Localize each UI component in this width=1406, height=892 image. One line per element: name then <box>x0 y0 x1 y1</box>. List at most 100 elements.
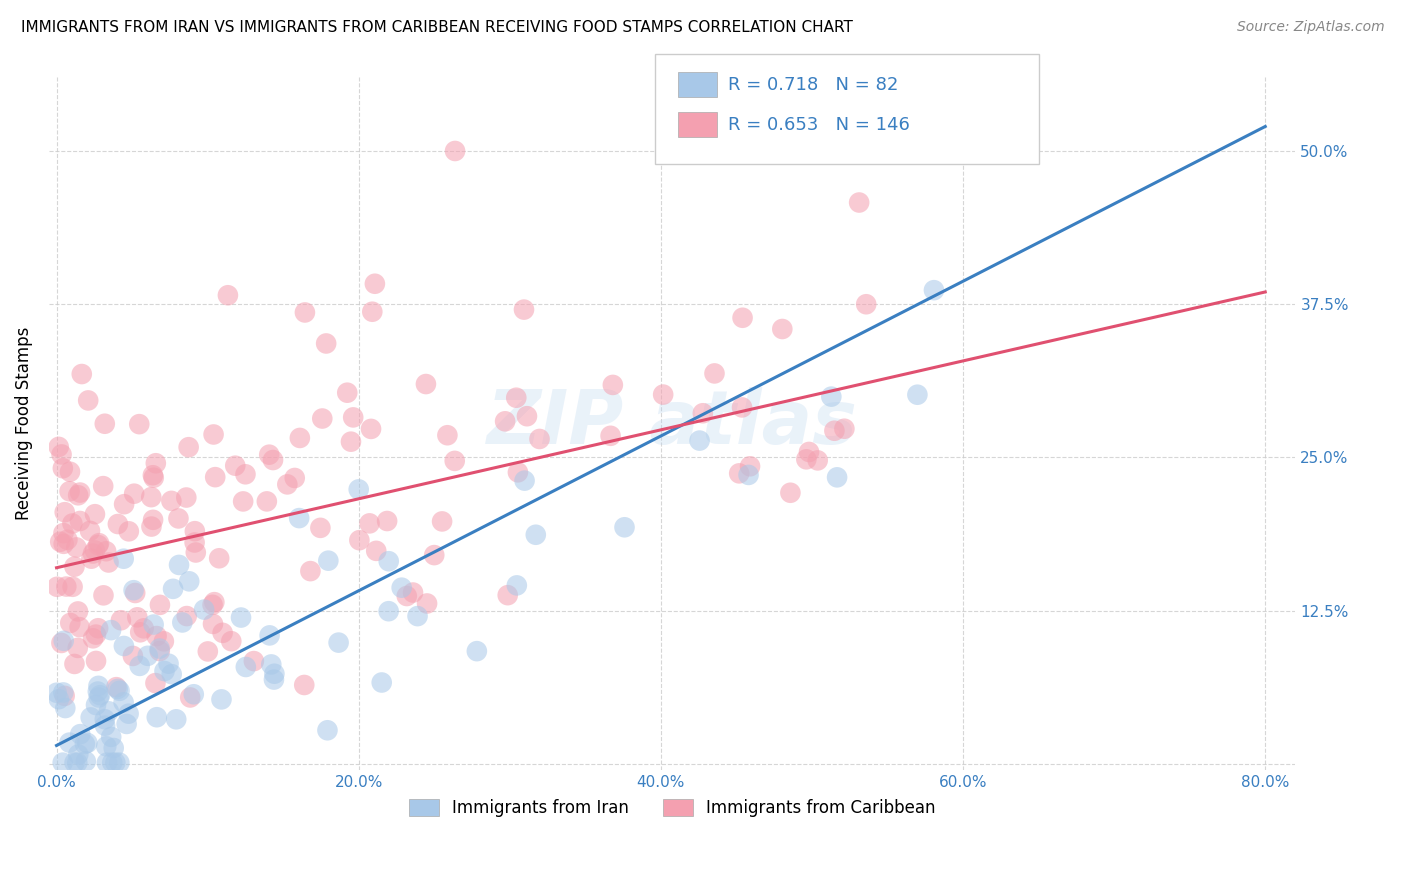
Point <box>94 417 117 431</box>
Point <box>208 551 231 566</box>
Point <box>97 705 120 719</box>
Point <box>69 727 91 741</box>
Point <box>145 629 167 643</box>
Point <box>105 680 128 694</box>
Point <box>101 756 124 770</box>
Point <box>87 621 110 635</box>
Point <box>66 756 89 770</box>
Point <box>342 410 364 425</box>
Point <box>62 516 84 531</box>
Point <box>107 681 129 696</box>
Point <box>145 456 167 470</box>
Point <box>91 479 114 493</box>
Point <box>823 424 845 438</box>
Point <box>259 628 281 642</box>
Point <box>149 641 172 656</box>
Point <box>202 427 225 442</box>
Point <box>176 609 198 624</box>
Point <box>129 625 152 640</box>
Point <box>513 302 536 317</box>
Point <box>183 687 205 701</box>
Point <box>87 536 110 550</box>
Point <box>315 336 337 351</box>
Point <box>53 701 76 715</box>
Point <box>360 422 382 436</box>
Point <box>172 615 194 630</box>
Point <box>443 454 465 468</box>
Point <box>211 625 233 640</box>
Point <box>796 452 818 467</box>
Point <box>395 589 418 603</box>
Point <box>157 657 180 671</box>
Point <box>52 526 75 541</box>
Point <box>599 429 621 443</box>
Legend: Immigrants from Iran, Immigrants from Caribbean: Immigrants from Iran, Immigrants from Ca… <box>402 792 942 824</box>
Point <box>59 615 82 630</box>
Point <box>52 756 75 770</box>
Point <box>52 537 75 551</box>
Point <box>96 544 118 558</box>
Point <box>69 485 91 500</box>
Point <box>505 391 527 405</box>
Point <box>364 277 387 291</box>
Point <box>142 471 165 485</box>
Point <box>375 514 398 528</box>
Point <box>167 511 190 525</box>
Point <box>117 706 139 721</box>
Point <box>80 551 103 566</box>
Text: Source: ZipAtlas.com: Source: ZipAtlas.com <box>1237 20 1385 34</box>
Point <box>103 741 125 756</box>
Point <box>347 483 370 497</box>
Point <box>524 528 547 542</box>
Point <box>494 414 516 428</box>
Point <box>160 494 183 508</box>
Point <box>96 756 118 770</box>
Point <box>391 581 413 595</box>
Point <box>905 388 928 402</box>
Point <box>167 558 190 572</box>
Point <box>108 756 131 770</box>
Point <box>49 534 72 549</box>
Point <box>127 610 149 624</box>
Point <box>728 467 751 481</box>
Point <box>179 690 201 705</box>
Point <box>149 644 172 658</box>
Point <box>84 507 107 521</box>
Point <box>820 390 842 404</box>
Point <box>48 440 70 454</box>
Point <box>145 710 167 724</box>
Point <box>602 378 624 392</box>
Point <box>361 304 384 318</box>
Point <box>770 322 793 336</box>
Point <box>219 634 242 648</box>
Point <box>316 723 339 738</box>
Point <box>377 554 399 568</box>
Point <box>922 283 945 297</box>
Point <box>415 377 437 392</box>
Point <box>94 719 117 733</box>
Point <box>45 686 67 700</box>
Point <box>197 644 219 658</box>
Point <box>738 459 761 474</box>
Point <box>104 756 127 770</box>
Point <box>288 431 311 445</box>
Point <box>202 595 225 609</box>
Text: IMMIGRANTS FROM IRAN VS IMMIGRANTS FROM CARIBBEAN RECEIVING FOOD STAMPS CORRELAT: IMMIGRANTS FROM IRAN VS IMMIGRANTS FROM … <box>21 20 853 35</box>
Point <box>82 547 104 561</box>
Point <box>63 756 86 770</box>
Point <box>276 477 298 491</box>
Point <box>63 559 86 574</box>
Point <box>153 664 176 678</box>
Point <box>69 514 91 528</box>
Point <box>100 730 122 744</box>
Point <box>112 497 135 511</box>
Point <box>55 580 77 594</box>
Point <box>703 367 725 381</box>
Point <box>67 488 90 502</box>
Point <box>107 516 129 531</box>
Point <box>62 580 84 594</box>
Point <box>183 535 205 549</box>
Point <box>160 667 183 681</box>
Point <box>52 461 75 475</box>
Point <box>299 564 322 578</box>
